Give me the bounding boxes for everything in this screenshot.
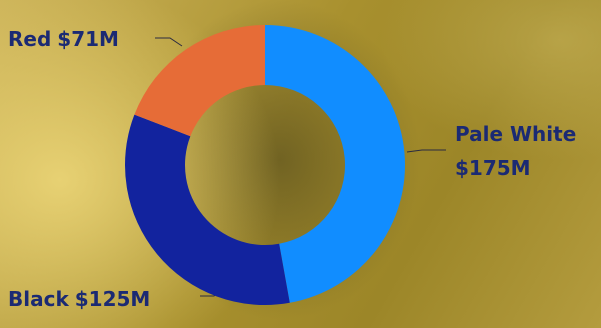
donut-slice — [124, 114, 290, 305]
category-label: Pale White — [455, 122, 576, 146]
data-label: Black $125M — [8, 287, 150, 311]
value-label: $71M — [57, 27, 119, 51]
value-label: $125M — [75, 287, 151, 311]
category-label: Black — [8, 287, 69, 311]
data-label: Pale White $175M — [455, 122, 576, 180]
category-label: Red — [8, 27, 51, 51]
donut-slice — [265, 25, 405, 303]
leader-line — [406, 149, 446, 153]
donut-slice — [134, 25, 265, 137]
value-label: $175M — [455, 156, 531, 180]
data-label: Red $71M — [8, 27, 119, 51]
leader-line — [155, 37, 183, 47]
